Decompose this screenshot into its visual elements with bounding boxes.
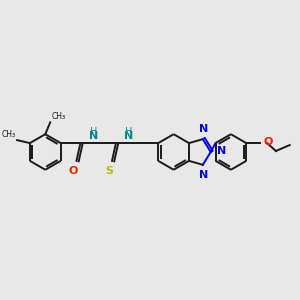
Text: N: N [124,131,134,141]
Text: N: N [88,131,98,141]
Text: S: S [105,166,113,176]
Text: N: N [199,124,208,134]
Text: H: H [90,127,97,137]
Text: N: N [199,170,208,180]
Text: H: H [125,127,133,137]
Text: O: O [263,137,272,147]
Text: O: O [69,166,78,176]
Text: N: N [217,146,226,156]
Text: CH₃: CH₃ [51,112,65,122]
Text: CH₃: CH₃ [2,130,16,139]
